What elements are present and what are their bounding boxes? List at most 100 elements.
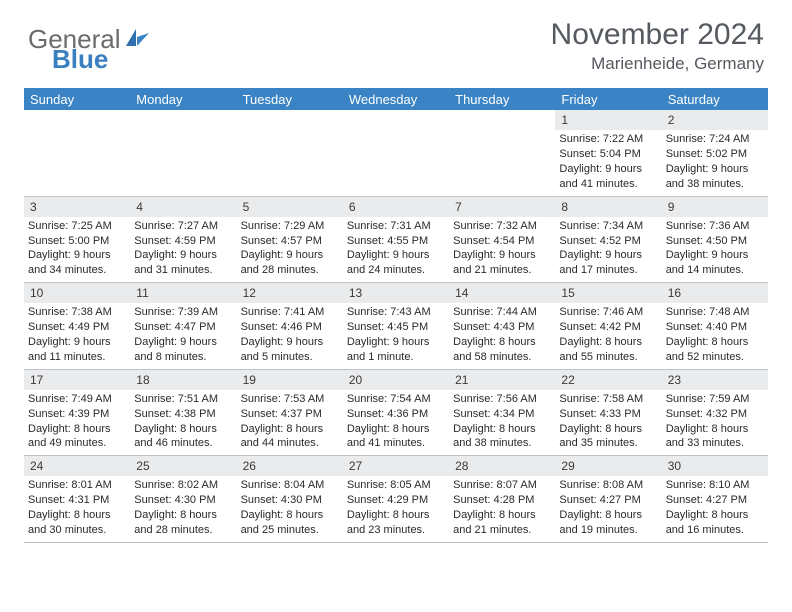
daylight-text: Daylight: 8 hours: [453, 335, 551, 350]
daylight-text: and 58 minutes.: [453, 350, 551, 365]
day-info: Sunrise: 8:10 AMSunset: 4:27 PMDaylight:…: [662, 476, 768, 541]
day-number: 7: [449, 197, 555, 217]
day-cell: 19Sunrise: 7:53 AMSunset: 4:37 PMDayligh…: [237, 370, 343, 456]
day-number: 12: [237, 283, 343, 303]
day-number: 29: [555, 456, 661, 476]
day-cell: [449, 110, 555, 196]
day-info: Sunrise: 7:38 AMSunset: 4:49 PMDaylight:…: [24, 303, 130, 368]
day-info: Sunrise: 7:41 AMSunset: 4:46 PMDaylight:…: [237, 303, 343, 368]
daylight-text: Daylight: 8 hours: [134, 422, 232, 437]
day-number: 14: [449, 283, 555, 303]
sunrise-text: Sunrise: 7:39 AM: [134, 305, 232, 320]
daylight-text: Daylight: 8 hours: [666, 335, 764, 350]
sunrise-text: Sunrise: 8:05 AM: [347, 478, 445, 493]
day-cell: [130, 110, 236, 196]
day-info: Sunrise: 8:08 AMSunset: 4:27 PMDaylight:…: [555, 476, 661, 541]
sunrise-text: Sunrise: 7:27 AM: [134, 219, 232, 234]
week-row: 1Sunrise: 7:22 AMSunset: 5:04 PMDaylight…: [24, 110, 768, 197]
day-number: 13: [343, 283, 449, 303]
location-label: Marienheide, Germany: [551, 54, 764, 74]
daylight-text: and 21 minutes.: [453, 263, 551, 278]
daylight-text: and 44 minutes.: [241, 436, 339, 451]
day-cell: 23Sunrise: 7:59 AMSunset: 4:32 PMDayligh…: [662, 370, 768, 456]
daylight-text: and 1 minute.: [347, 350, 445, 365]
day-info: Sunrise: 7:48 AMSunset: 4:40 PMDaylight:…: [662, 303, 768, 368]
daylight-text: and 21 minutes.: [453, 523, 551, 538]
sunset-text: Sunset: 5:00 PM: [28, 234, 126, 249]
daylight-text: Daylight: 8 hours: [241, 422, 339, 437]
day-cell: 11Sunrise: 7:39 AMSunset: 4:47 PMDayligh…: [130, 283, 236, 369]
daylight-text: and 33 minutes.: [666, 436, 764, 451]
sunrise-text: Sunrise: 8:07 AM: [453, 478, 551, 493]
calendar: Sunday Monday Tuesday Wednesday Thursday…: [24, 88, 768, 543]
sunset-text: Sunset: 4:27 PM: [559, 493, 657, 508]
daylight-text: and 38 minutes.: [666, 177, 764, 192]
day-cell: 3Sunrise: 7:25 AMSunset: 5:00 PMDaylight…: [24, 197, 130, 283]
day-number: 16: [662, 283, 768, 303]
daylight-text: Daylight: 8 hours: [559, 422, 657, 437]
daylight-text: and 5 minutes.: [241, 350, 339, 365]
sunrise-text: Sunrise: 7:36 AM: [666, 219, 764, 234]
sunset-text: Sunset: 4:32 PM: [666, 407, 764, 422]
sunrise-text: Sunrise: 7:31 AM: [347, 219, 445, 234]
daylight-text: and 41 minutes.: [347, 436, 445, 451]
sunrise-text: Sunrise: 7:43 AM: [347, 305, 445, 320]
logo: GeneralBlue: [28, 26, 151, 72]
daylight-text: and 17 minutes.: [559, 263, 657, 278]
daylight-text: and 52 minutes.: [666, 350, 764, 365]
day-number: 18: [130, 370, 236, 390]
daylight-text: Daylight: 8 hours: [666, 508, 764, 523]
day-number: 22: [555, 370, 661, 390]
sunrise-text: Sunrise: 7:38 AM: [28, 305, 126, 320]
day-number: 26: [237, 456, 343, 476]
day-number: 15: [555, 283, 661, 303]
sunrise-text: Sunrise: 7:24 AM: [666, 132, 764, 147]
sunrise-text: Sunrise: 7:58 AM: [559, 392, 657, 407]
sunset-text: Sunset: 4:36 PM: [347, 407, 445, 422]
day-info: Sunrise: 7:31 AMSunset: 4:55 PMDaylight:…: [343, 217, 449, 282]
day-cell: 16Sunrise: 7:48 AMSunset: 4:40 PMDayligh…: [662, 283, 768, 369]
day-header-row: Sunday Monday Tuesday Wednesday Thursday…: [24, 88, 768, 110]
daylight-text: Daylight: 9 hours: [241, 335, 339, 350]
day-cell: [24, 110, 130, 196]
day-cell: 12Sunrise: 7:41 AMSunset: 4:46 PMDayligh…: [237, 283, 343, 369]
daylight-text: Daylight: 8 hours: [559, 508, 657, 523]
daylight-text: Daylight: 8 hours: [453, 422, 551, 437]
day-info: Sunrise: 7:49 AMSunset: 4:39 PMDaylight:…: [24, 390, 130, 455]
sunset-text: Sunset: 4:31 PM: [28, 493, 126, 508]
day-info: Sunrise: 8:04 AMSunset: 4:30 PMDaylight:…: [237, 476, 343, 541]
daylight-text: Daylight: 8 hours: [559, 335, 657, 350]
sunset-text: Sunset: 4:59 PM: [134, 234, 232, 249]
day-cell: 26Sunrise: 8:04 AMSunset: 4:30 PMDayligh…: [237, 456, 343, 542]
day-cell: 30Sunrise: 8:10 AMSunset: 4:27 PMDayligh…: [662, 456, 768, 542]
day-cell: 13Sunrise: 7:43 AMSunset: 4:45 PMDayligh…: [343, 283, 449, 369]
day-header: Saturday: [662, 92, 768, 107]
sunrise-text: Sunrise: 7:49 AM: [28, 392, 126, 407]
logo-text-blue: Blue: [52, 44, 108, 74]
month-title: November 2024: [551, 18, 764, 52]
day-info: Sunrise: 7:27 AMSunset: 4:59 PMDaylight:…: [130, 217, 236, 282]
sunrise-text: Sunrise: 7:51 AM: [134, 392, 232, 407]
daylight-text: Daylight: 8 hours: [28, 422, 126, 437]
day-info: Sunrise: 7:34 AMSunset: 4:52 PMDaylight:…: [555, 217, 661, 282]
day-header: Monday: [130, 92, 236, 107]
daylight-text: Daylight: 9 hours: [241, 248, 339, 263]
daylight-text: and 38 minutes.: [453, 436, 551, 451]
daylight-text: Daylight: 9 hours: [134, 335, 232, 350]
day-info: Sunrise: 8:01 AMSunset: 4:31 PMDaylight:…: [24, 476, 130, 541]
sunset-text: Sunset: 4:39 PM: [28, 407, 126, 422]
sunset-text: Sunset: 4:50 PM: [666, 234, 764, 249]
day-info: Sunrise: 7:58 AMSunset: 4:33 PMDaylight:…: [555, 390, 661, 455]
day-header: Tuesday: [237, 92, 343, 107]
daylight-text: and 23 minutes.: [347, 523, 445, 538]
day-number: 8: [555, 197, 661, 217]
daylight-text: and 25 minutes.: [241, 523, 339, 538]
day-info: Sunrise: 7:43 AMSunset: 4:45 PMDaylight:…: [343, 303, 449, 368]
day-number: 11: [130, 283, 236, 303]
day-info: Sunrise: 7:25 AMSunset: 5:00 PMDaylight:…: [24, 217, 130, 282]
week-row: 17Sunrise: 7:49 AMSunset: 4:39 PMDayligh…: [24, 370, 768, 457]
daylight-text: and 31 minutes.: [134, 263, 232, 278]
day-cell: [343, 110, 449, 196]
day-info: Sunrise: 8:02 AMSunset: 4:30 PMDaylight:…: [130, 476, 236, 541]
sunset-text: Sunset: 4:46 PM: [241, 320, 339, 335]
